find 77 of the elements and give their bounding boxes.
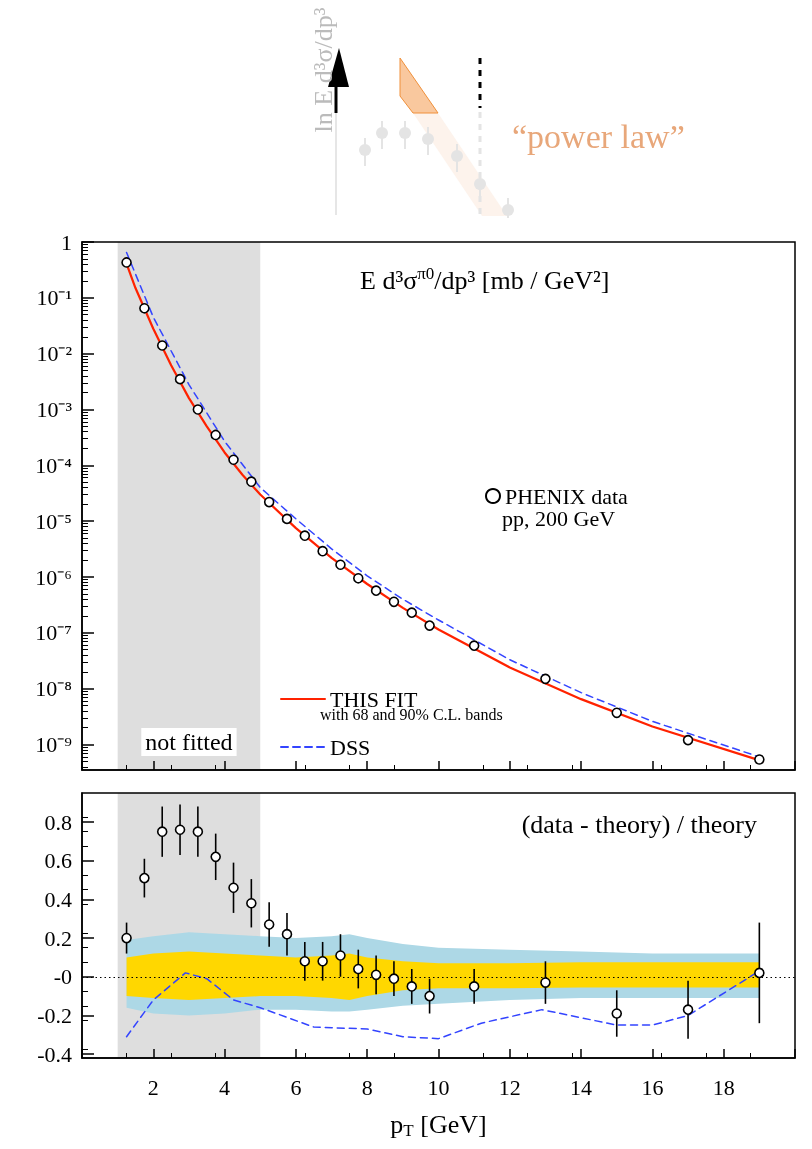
x-tick-label: 8 [361,1074,373,1100]
legend-label: DSS [330,734,371,760]
point [424,990,435,1002]
y-tick-label: 10⁻¹ [36,285,72,311]
x-tick-label: 2 [147,1074,159,1100]
point [611,1008,623,1019]
text: ln E d³σ/dp³ [309,7,340,133]
y-tick-label: 10⁻⁷ [35,620,72,646]
point [139,302,150,314]
point [682,1004,694,1015]
y-tick-label: 10⁻⁹ [35,732,73,758]
point [468,640,480,651]
y-tick-label: 0.2 [44,925,72,951]
point [682,734,694,746]
x-tick-label: 12 [498,1074,521,1100]
y-tick-label: 10⁻⁶ [35,564,72,590]
y-tick-label: -0.4 [37,1041,72,1067]
point [317,955,328,967]
y-tick-label: 1 [61,229,72,255]
y-tick-label: 10⁻⁵ [35,508,72,534]
y-tick-label: 10⁻³ [36,397,73,423]
point [192,826,204,837]
x-tick-label: 6 [290,1074,302,1100]
point [424,620,435,631]
point [139,872,150,884]
point [281,513,293,525]
point [210,429,221,441]
point [540,977,551,988]
y-tick-label: -0.2 [37,1002,72,1028]
point [317,545,328,557]
point [353,572,364,584]
point [192,404,204,415]
band-label: not fitted [145,729,233,755]
annotation: (data - theory) / theory [521,809,758,839]
x-tick-label: 18 [712,1074,735,1100]
y-tick-label: 0.6 [44,848,72,874]
point [370,585,382,596]
point [121,257,132,268]
point [754,754,765,765]
point [468,981,480,992]
point [210,851,221,863]
text: “power law” [512,118,685,156]
point [174,373,186,385]
y-tick-label: 0.4 [44,886,72,912]
y-tick-label: 10⁻⁸ [35,676,72,702]
point [754,967,765,979]
point [263,919,275,930]
point [121,932,132,944]
x-tick-label: 4 [219,1074,231,1100]
point [406,981,418,992]
point [246,476,257,487]
y-tick-label: -0 [53,964,72,990]
point [228,882,239,894]
y-tick-label: 10⁻² [36,341,73,367]
point [228,454,239,466]
y-tick-label: 0.8 [44,809,72,835]
point [246,897,257,909]
point [611,707,623,719]
x-tick-label: 10 [427,1074,450,1100]
point [299,530,311,541]
point [540,673,551,685]
point [353,963,364,975]
point [299,955,311,967]
point [263,496,275,508]
point [335,559,346,571]
point [406,607,418,618]
point [156,826,168,837]
point [281,928,293,940]
point [174,824,186,836]
y-tick-label: 10⁻⁴ [35,452,73,478]
point [156,340,168,351]
point [335,950,346,961]
point [388,596,400,608]
x-tick-label: 14 [570,1074,593,1100]
point [388,973,400,984]
point [370,969,382,981]
x-tick-label: 16 [641,1074,664,1100]
